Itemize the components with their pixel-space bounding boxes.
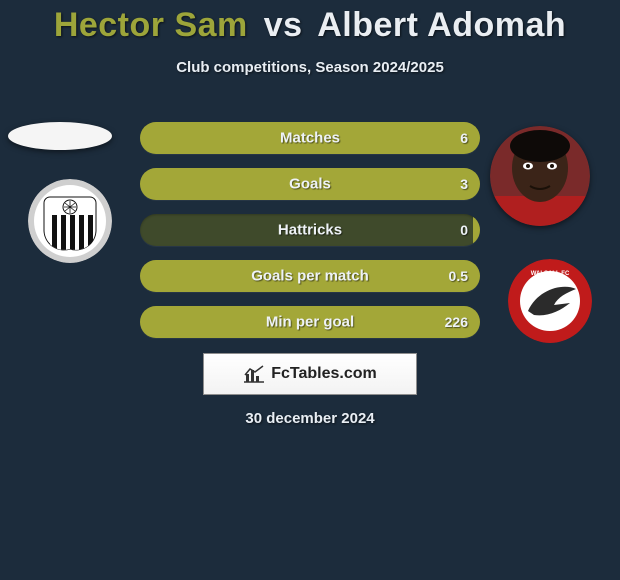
stat-bar-row: Hattricks 0 <box>140 214 480 246</box>
stat-bar-right-fill <box>473 214 480 246</box>
stat-bar-row: Goals 3 <box>140 168 480 200</box>
player1-club-badge <box>28 179 112 263</box>
stat-bar-right-value: 0.5 <box>449 268 468 284</box>
stat-bar-label: Goals <box>289 176 331 193</box>
stat-bar-right-value: 6 <box>460 130 468 146</box>
watermark-text: FcTables.com <box>271 365 377 383</box>
stat-bar-right-value: 226 <box>445 314 468 330</box>
player2-club-badge: WALSALL FC <box>508 259 592 343</box>
stat-bar-label: Min per goal <box>266 314 354 331</box>
watermark-chart-icon <box>243 365 265 383</box>
title-vs: vs <box>264 6 303 44</box>
stat-bar-right-value: 3 <box>460 176 468 192</box>
stat-bar-right-value: 0 <box>460 222 468 238</box>
title-player1: Hector Sam <box>54 6 248 44</box>
stat-bar-row: Goals per match 0.5 <box>140 260 480 292</box>
player2-avatar-art <box>490 126 590 226</box>
comparison-card: Hector Sam vs Albert Adomah Club competi… <box>0 0 620 580</box>
club-badge-right-art: WALSALL FC <box>508 259 592 343</box>
club-badge-left-art <box>28 179 112 263</box>
stat-bar-row: Min per goal 226 <box>140 306 480 338</box>
subtitle: Club competitions, Season 2024/2025 <box>0 59 620 76</box>
page-title: Hector Sam vs Albert Adomah <box>0 0 620 45</box>
club-badge-right-text: WALSALL FC <box>531 271 570 277</box>
stat-bar-label: Matches <box>280 130 340 147</box>
player1-avatar <box>8 122 112 150</box>
title-player2: Albert Adomah <box>317 6 566 44</box>
player2-avatar <box>490 126 590 226</box>
stat-bar-label: Hattricks <box>278 222 342 239</box>
stat-bar-label: Goals per match <box>251 268 369 285</box>
stat-bar-row: Matches 6 <box>140 122 480 154</box>
watermark: FcTables.com <box>203 353 417 395</box>
stat-bars: Matches 6 Goals 3 Hattricks 0 Goals per match 0… <box>140 122 480 352</box>
comparison-date: 30 december 2024 <box>245 410 374 427</box>
